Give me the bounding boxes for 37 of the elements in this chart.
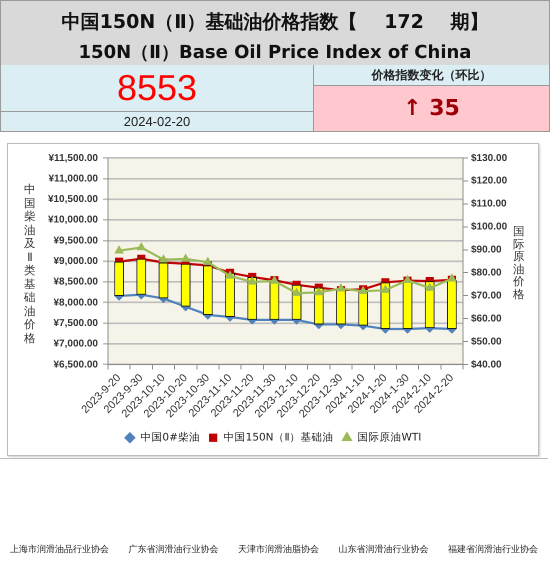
text: 上海市润滑油品行业协会 (10, 544, 109, 556)
text: 山东省润滑油行业协会 (338, 544, 429, 556)
y2-tick-label: $60.00 (471, 313, 502, 324)
y2-tick-label: $130.00 (471, 152, 508, 164)
legend-label: 中国0#柴油 (140, 430, 200, 444)
y-tick-label: ¥6,500.00 (54, 359, 98, 370)
text: 天津市润滑油脂协会 (238, 544, 319, 556)
y-tick-label: ¥10,000.00 (48, 214, 98, 226)
text: 8553 (116, 67, 198, 108)
y2-axis-title: 国际原油价格 (512, 224, 526, 300)
text: 2024-02-20 (124, 114, 190, 129)
y-tick-label: ¥7,000.00 (54, 338, 98, 350)
y2-tick-label: $90.00 (471, 244, 502, 256)
y2-tick-label: $50.00 (471, 336, 502, 348)
text: 价格指数变化（环比） (372, 66, 492, 84)
y2-tick-label: $110.00 (471, 198, 508, 210)
y-tick-label: ¥7,500.00 (54, 318, 98, 329)
legend-label: 中国150N（Ⅱ）基础油 (224, 430, 334, 444)
y-tick-label: ¥8,500.00 (54, 276, 98, 288)
y-tick-label: ¥9,500.00 (54, 235, 98, 246)
y-tick-label: ¥8,000.00 (54, 297, 98, 308)
y2-tick-label: $100.00 (471, 222, 508, 233)
y2-tick-label: $70.00 (471, 290, 502, 302)
y-tick-label: ¥10,500.00 (48, 194, 98, 206)
text: 福建省润滑油行业协会 (448, 544, 538, 556)
legend-label: 国际原油WTI (357, 430, 422, 444)
y-tick-label: ¥11,500.00 (48, 152, 98, 164)
chart-title: 中国150N（Ⅱ）基础油价格指数【 172 期】 (60, 10, 490, 35)
y-tick-label: ¥11,000.00 (48, 173, 98, 184)
text: 中国柴油及Ⅱ类基础油价格 (24, 182, 36, 344)
text: ↑ 35 (403, 96, 460, 121)
y2-tick-label: $40.00 (471, 359, 502, 370)
text: 广东省润滑油行业协会 (128, 544, 218, 556)
chart-subtitle: 150N（Ⅱ）Base Oil Price Index of China (78, 41, 472, 64)
y2-tick-label: $120.00 (471, 176, 508, 187)
y2-tick-label: $80.00 (471, 267, 502, 278)
y-tick-label: ¥9,000.00 (54, 256, 98, 267)
